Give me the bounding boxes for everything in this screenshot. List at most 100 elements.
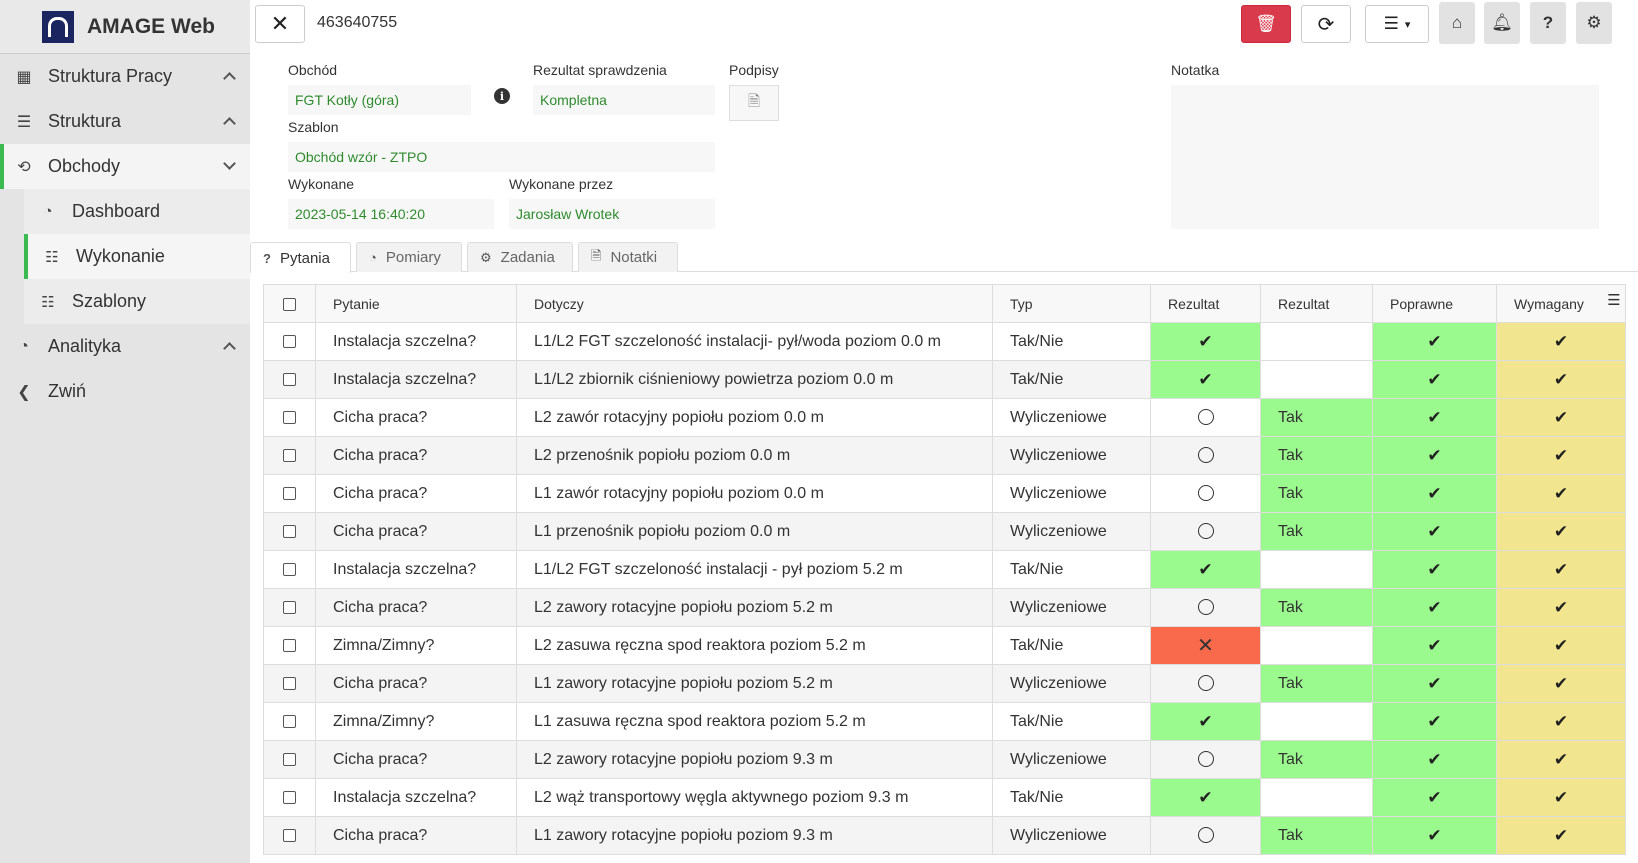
row-checkbox[interactable] — [263, 702, 316, 741]
row-checkbox[interactable] — [263, 816, 316, 855]
circle-icon — [1197, 523, 1214, 540]
cell-poprawne: ✔ — [1372, 740, 1497, 779]
row-checkbox[interactable] — [263, 398, 316, 437]
table-row[interactable]: Instalacja szczelna? L1/L2 FGT szczelonoś… — [263, 550, 1626, 589]
brand[interactable]: AMAGE Web — [0, 0, 250, 54]
column-header-poprawne[interactable]: Poprawne — [1372, 284, 1497, 323]
podpisy-label: Podpisy — [729, 62, 779, 78]
sidebar-subitem-wykonanie[interactable]: ☷ Wykonanie — [24, 234, 250, 279]
table-row[interactable]: Cicha praca? L2 przenośnik popiołu poziom… — [263, 436, 1626, 475]
row-checkbox[interactable] — [263, 740, 316, 779]
row-checkbox[interactable] — [263, 664, 316, 703]
cell-rezultat-2: Tak — [1260, 740, 1373, 779]
wykonane-przez-field[interactable]: Jarosław Wrotek — [509, 199, 715, 229]
sidebar-subitem-dashboard[interactable]: ◔ Dashboard — [24, 189, 250, 234]
table-row[interactable]: Cicha praca? L1 zawory rotacyjne popiołu … — [263, 816, 1626, 855]
row-checkbox[interactable] — [263, 436, 316, 475]
column-header-pytanie[interactable]: Pytanie — [315, 284, 517, 323]
rezultat-sprawdzenia-field[interactable]: Kompletna — [533, 85, 715, 115]
home-button[interactable]: ⌂ — [1439, 2, 1475, 44]
hamburger-icon: ☰ — [1383, 14, 1399, 33]
column-header-rezultat[interactable]: Rezultat — [1150, 284, 1261, 323]
row-checkbox[interactable] — [263, 626, 316, 665]
tab-pomiary[interactable]: ◔ Pomiary — [356, 242, 462, 272]
table-row[interactable]: Instalacja szczelna? L1/L2 zbiornik ciśni… — [263, 360, 1626, 399]
sidebar-subitem-label: Szablony — [72, 291, 147, 311]
table-row[interactable]: Cicha praca? L2 zawory rotacyjne popiołu … — [263, 740, 1626, 779]
cell-poprawne: ✔ — [1372, 702, 1497, 741]
close-button[interactable]: ✕ — [255, 5, 305, 43]
column-menu-icon[interactable]: ☰ — [1603, 289, 1625, 311]
row-checkbox[interactable] — [263, 474, 316, 513]
sidebar: AMAGE Web ▦ Struktura Pracy ☰ Struktura … — [0, 0, 250, 863]
check-icon: ✔ — [1427, 445, 1442, 465]
sidebar-item-struktura-pracy[interactable]: ▦ Struktura Pracy — [0, 54, 250, 99]
row-checkbox[interactable] — [263, 550, 316, 589]
table-row[interactable]: Cicha praca? L2 zawór rotacyjny popiołu p… — [263, 398, 1626, 437]
row-checkbox[interactable] — [263, 360, 316, 399]
app-title: AMAGE Web — [87, 14, 215, 38]
info-icon[interactable]: i — [494, 88, 510, 104]
cell-pytanie: Cicha praca? — [315, 816, 517, 855]
menu-dropdown-button[interactable]: ☰ ▾ — [1365, 5, 1429, 43]
refresh-button[interactable]: ⟳ — [1301, 5, 1351, 43]
row-checkbox[interactable] — [263, 778, 316, 817]
check-icon: ✔ — [1553, 711, 1569, 731]
table-row[interactable]: Cicha praca? L1 zawory rotacyjne popiołu … — [263, 664, 1626, 703]
sidebar-item-struktura[interactable]: ☰ Struktura — [0, 99, 250, 144]
notifications-button[interactable]: 🔔︎ — [1484, 2, 1520, 44]
row-checkbox[interactable] — [263, 322, 316, 361]
home-icon: ⌂ — [1451, 13, 1463, 32]
sidebar-item-zwin[interactable]: ❮ Zwiń — [0, 369, 250, 414]
table-row[interactable]: Cicha praca? L1 przenośnik popiołu poziom… — [263, 512, 1626, 551]
cell-wymagany: ✔ — [1496, 778, 1626, 817]
refresh-icon: ⟳ — [1317, 13, 1335, 36]
tachometer-icon: ◔ — [369, 250, 377, 265]
table-row[interactable]: Cicha praca? L2 zawory rotacyjne popiołu … — [263, 588, 1626, 627]
sidebar-subitem-szablony[interactable]: ☷ Szablony — [24, 279, 250, 324]
wykonane-field[interactable]: 2023-05-14 16:40:20 — [288, 199, 494, 229]
tab-notatki[interactable]: 🗎 Notatki — [578, 242, 678, 272]
cell-poprawne: ✔ — [1372, 512, 1497, 551]
cell-dotyczy: L2 wąż transportowy węgla aktywnego pozi… — [516, 778, 993, 817]
rezultat-sprawdzenia-label: Rezultat sprawdzenia — [533, 62, 667, 78]
table-row[interactable]: Zimna/Zimny? L2 zasuwa ręczna spod reakto… — [263, 626, 1626, 665]
sidebar-item-analityka[interactable]: ◔ Analityka — [0, 324, 250, 369]
cross-icon: ✕ — [1197, 635, 1214, 657]
select-all-checkbox[interactable] — [263, 284, 316, 323]
signatures-button[interactable]: 🗎 — [729, 85, 779, 121]
notatka-textarea[interactable] — [1171, 85, 1599, 229]
obchod-label: Obchód — [288, 62, 338, 78]
tab-pytania[interactable]: ? Pytania — [250, 242, 351, 273]
cell-wymagany: ✔ — [1496, 512, 1626, 551]
table-row[interactable]: Instalacja szczelna? L1/L2 FGT szczelonoś… — [263, 322, 1626, 361]
circle-icon — [1197, 675, 1214, 692]
cell-typ: Wyliczeniowe — [992, 436, 1151, 475]
column-header-typ[interactable]: Typ — [992, 284, 1151, 323]
settings-button[interactable]: ⚙ — [1576, 2, 1612, 44]
table-row[interactable]: Instalacja szczelna? L2 wąż transportowy … — [263, 778, 1626, 817]
sidebar-item-obchody[interactable]: ⟲ Obchody — [0, 144, 250, 189]
cell-typ: Tak/Nie — [992, 550, 1151, 589]
table-row[interactable]: Zimna/Zimny? L1 zasuwa ręczna spod reakto… — [263, 702, 1626, 741]
help-button[interactable]: ? — [1530, 2, 1566, 44]
obchod-field[interactable]: FGT Kotły (góra) — [288, 85, 471, 115]
cell-poprawne: ✔ — [1372, 474, 1497, 513]
szablon-field[interactable]: Obchód wzór - ZTPO — [288, 142, 715, 172]
table-row[interactable]: Cicha praca? L1 zawór rotacyjny popiołu p… — [263, 474, 1626, 513]
row-checkbox[interactable] — [263, 588, 316, 627]
cell-dotyczy: L1/L2 zbiornik ciśnieniowy powietrza poz… — [516, 360, 993, 399]
tab-zadania[interactable]: ⚙ Zadania — [467, 242, 573, 272]
check-icon: ✔ — [1198, 369, 1213, 389]
check-icon: ✔ — [1427, 635, 1442, 655]
row-checkbox[interactable] — [263, 512, 316, 551]
column-header-dotyczy[interactable]: Dotyczy — [516, 284, 993, 323]
cell-pytanie: Instalacja szczelna? — [315, 360, 517, 399]
column-header-rezultat-2[interactable]: Rezultat — [1260, 284, 1373, 323]
wykonane-przez-label: Wykonane przez — [509, 176, 614, 192]
delete-button[interactable]: 🗑 — [1241, 5, 1291, 43]
circle-icon — [1197, 827, 1214, 844]
cell-wymagany: ✔ — [1496, 740, 1626, 779]
cell-wymagany: ✔ — [1496, 816, 1626, 855]
record-id: 463640755 — [317, 14, 398, 31]
